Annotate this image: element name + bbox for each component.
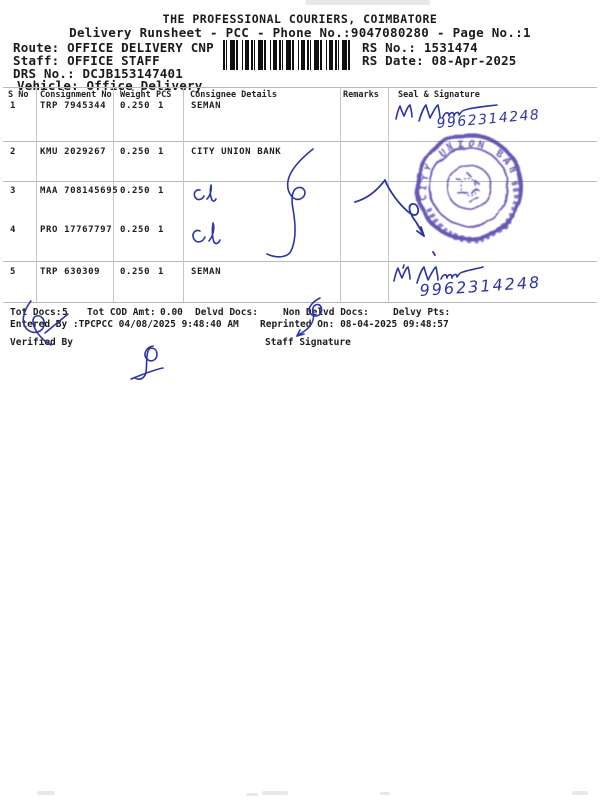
- cell-pcs: 1: [158, 147, 165, 157]
- cell-pcs: 1: [158, 101, 165, 111]
- verified-by-label: Verified By: [10, 337, 73, 348]
- cell-sno: 4: [10, 225, 17, 235]
- row-divider: [3, 181, 597, 182]
- stamp-tick-mark: [354, 179, 436, 256]
- column-divider: [183, 87, 184, 302]
- tot-docs-label: Tot Docs:: [10, 307, 62, 318]
- column-divider: [340, 87, 341, 302]
- col-header-pcs: PCS: [156, 90, 172, 100]
- delvd-docs-label: Delvd Docs:: [195, 307, 258, 318]
- rs-no-line: RS No.: 1531474: [362, 40, 478, 55]
- row-divider: [3, 261, 597, 262]
- cell-consignment: MAA 708145695: [40, 186, 119, 196]
- cell-consignment: KMU 2029267: [40, 147, 107, 157]
- tot-docs-value: 5: [62, 307, 68, 318]
- non-delvd-docs-label: Non Delvd Docs:: [283, 307, 369, 318]
- vehicle-label: Vehicle:: [17, 78, 79, 93]
- col-header-sno: S No: [8, 90, 29, 100]
- reprinted-on-line: Reprinted On: 08-04-2025 09:48:57: [260, 319, 449, 330]
- runsheet-subtitle: Delivery Runsheet - PCC - Phone No.:9047…: [69, 25, 531, 40]
- table-bottom-line: [3, 302, 597, 303]
- center-signature: [266, 148, 314, 258]
- row5-signature: 9962314248: [393, 264, 542, 300]
- cell-weight: 0.250: [120, 267, 151, 277]
- row1-signature: 9962314248: [395, 104, 541, 132]
- row-divider: [3, 141, 597, 142]
- cell-weight: 0.250: [120, 225, 151, 235]
- scan-artifact: [262, 791, 288, 795]
- route-line: Route: OFFICE DELIVERY CNP: [13, 40, 214, 55]
- drs-barcode: [223, 40, 354, 70]
- row1-phone-number: 9962314248: [436, 107, 541, 132]
- cell-consignee: SEMAN: [191, 101, 222, 111]
- cell-pcs: 1: [158, 225, 165, 235]
- scan-artifact: [37, 791, 55, 795]
- bottom-center-signature: [130, 345, 164, 380]
- cell-sno: 1: [10, 101, 17, 111]
- col-header-remarks: Remarks: [343, 90, 379, 100]
- staff-line: Staff: OFFICE STAFF: [13, 53, 160, 68]
- cell-consignee: CITY UNION BANK: [191, 147, 282, 157]
- cell-weight: 0.250: [120, 101, 151, 111]
- route-label: Route:: [13, 40, 60, 55]
- row4-initials: [192, 222, 221, 245]
- vehicle-line: Vehicle: Office Delivery: [17, 78, 202, 93]
- cell-consignment: TRP 7945344: [40, 101, 107, 111]
- vehicle-value: Office Delivery: [86, 78, 203, 93]
- rs-date-label: RS Date:: [362, 53, 424, 68]
- staff-label: Staff:: [13, 53, 60, 68]
- tot-cod-value: 0.00: [160, 307, 183, 318]
- delvy-pts-label: Delvy Pts:: [393, 307, 451, 318]
- entered-by-line: Entered By :TPCPCC 04/08/2025 9:48:40 AM: [10, 319, 239, 330]
- cell-consignee: SEMAN: [191, 267, 222, 277]
- cell-consignment: PRO 17767797: [40, 225, 113, 235]
- stamp-arc-text: CITY UNION BANK: [405, 125, 520, 207]
- column-divider: [113, 87, 114, 302]
- col-header-seal: Seal & Signature: [398, 90, 480, 100]
- staff-signature-label: Staff Signature: [265, 337, 351, 348]
- rs-no-label: RS No.:: [362, 40, 417, 55]
- cell-pcs: 1: [158, 267, 165, 277]
- cell-consignment: TRP 630309: [40, 267, 101, 277]
- cell-weight: 0.250: [120, 186, 151, 196]
- rs-no-value: 1531474: [423, 40, 478, 55]
- column-divider: [36, 87, 37, 302]
- scan-artifact: [572, 791, 588, 795]
- table-top-line: [3, 87, 597, 88]
- drs-line: DRS No.: DCJB153147401: [13, 66, 183, 81]
- rs-date-line: RS Date: 08-Apr-2025: [362, 53, 517, 68]
- cell-sno: 2: [10, 147, 17, 157]
- cell-sno: 5: [10, 267, 17, 277]
- tot-cod-label: Tot COD Amt:: [87, 307, 156, 318]
- company-title: THE PROFESSIONAL COURIERS, COIMBATORE: [162, 12, 438, 26]
- cell-sno: 3: [10, 186, 17, 196]
- scan-artifact: [246, 793, 258, 796]
- col-header-consignee: Consignee Details: [190, 90, 277, 100]
- scan-artifact: [305, 0, 430, 5]
- row3-initials: [193, 184, 217, 202]
- drs-value: DCJB153147401: [82, 66, 183, 81]
- staff-value: OFFICE STAFF: [67, 53, 160, 68]
- cell-pcs: 1: [158, 186, 165, 196]
- col-header-consignment: Consignment No: [40, 90, 112, 100]
- cell-weight: 0.250: [120, 147, 151, 157]
- column-divider: [388, 87, 389, 302]
- route-value: OFFICE DELIVERY CNP: [67, 40, 214, 55]
- rs-date-value: 08-Apr-2025: [431, 53, 517, 68]
- scan-artifact: [380, 792, 390, 795]
- row5-phone-number: 9962314248: [419, 273, 542, 300]
- drs-label: DRS No.:: [13, 66, 75, 81]
- svg-text:CITY UNION BANK: CITY UNION BANK: [405, 125, 520, 207]
- col-header-weight: Weight: [120, 90, 151, 100]
